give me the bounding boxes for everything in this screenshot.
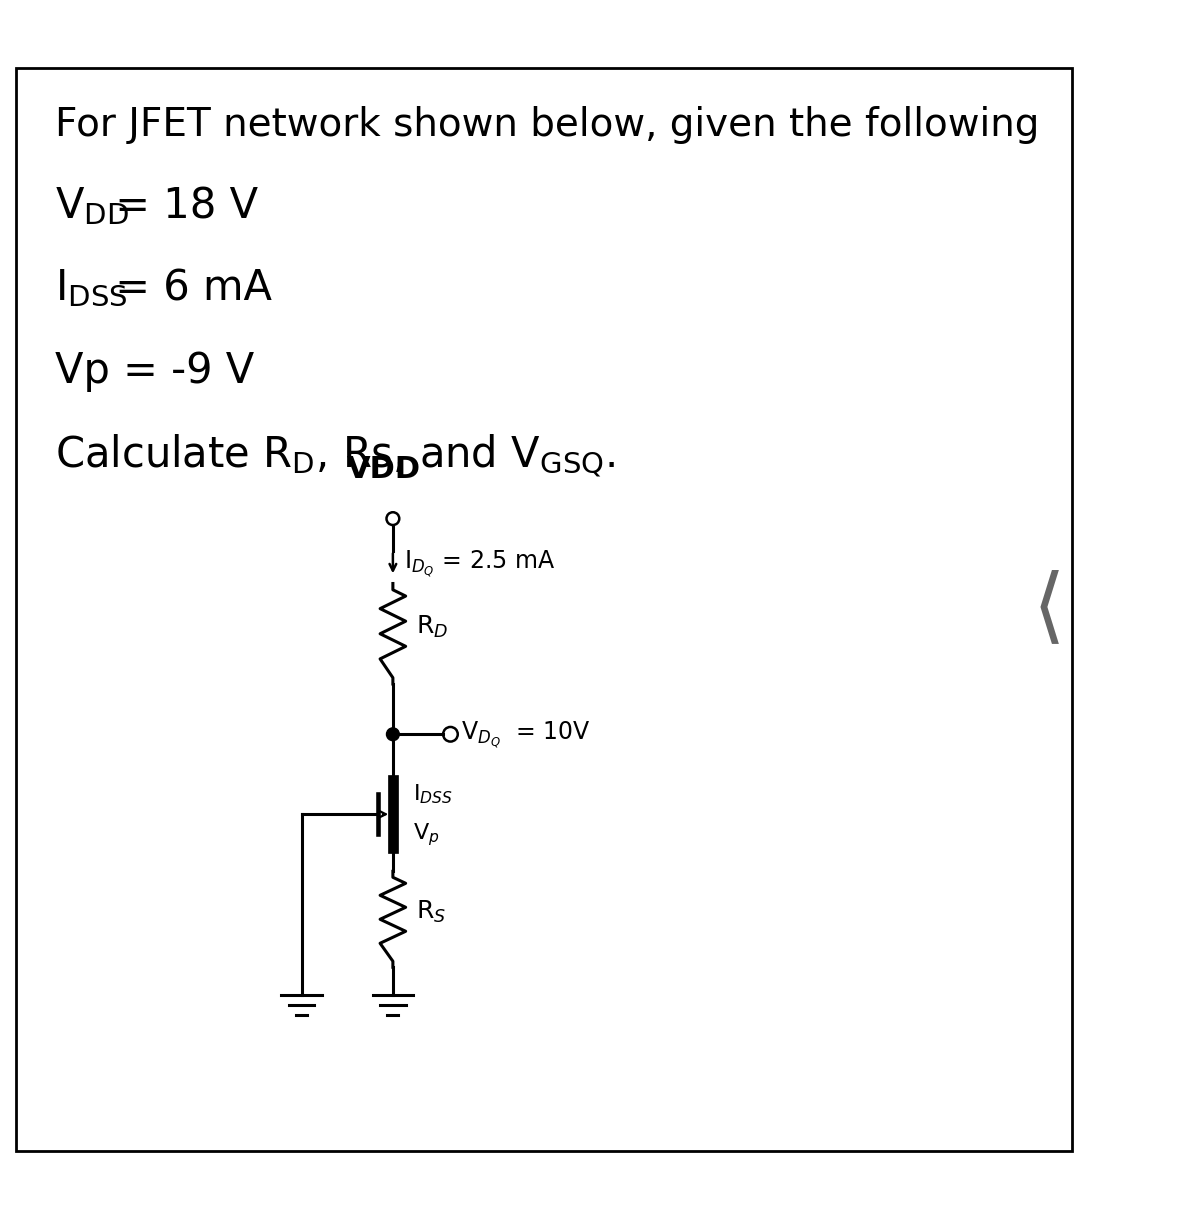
Text: For JFET network shown below, given the following: For JFET network shown below, given the … xyxy=(55,106,1039,144)
Text: I$_{\mathregular{DSS}}$: I$_{\mathregular{DSS}}$ xyxy=(55,267,127,310)
Text: = 18 V: = 18 V xyxy=(102,185,258,227)
Text: R$_D$: R$_D$ xyxy=(415,614,448,639)
Text: = 6 mA: = 6 mA xyxy=(102,267,272,310)
Text: V$_p$: V$_p$ xyxy=(413,821,439,848)
Text: VDD: VDD xyxy=(347,455,421,484)
Text: Vp = -9 V: Vp = -9 V xyxy=(55,350,254,392)
Text: I$_{D_Q}$ = 2.5 mA: I$_{D_Q}$ = 2.5 mA xyxy=(404,548,554,578)
Text: V$_{D_Q}$  = 10V: V$_{D_Q}$ = 10V xyxy=(462,719,592,749)
Text: I$_{DSS}$: I$_{DSS}$ xyxy=(413,782,452,806)
Text: Calculate R$_{\mathregular{D}}$, Rs, and V$_{\mathregular{GSQ}}$.: Calculate R$_{\mathregular{D}}$, Rs, and… xyxy=(55,432,616,478)
Circle shape xyxy=(386,728,400,741)
Text: $\langle$: $\langle$ xyxy=(1032,570,1060,650)
Text: V$_{\mathregular{DD}}$: V$_{\mathregular{DD}}$ xyxy=(55,185,128,227)
Text: R$_S$: R$_S$ xyxy=(415,899,446,925)
